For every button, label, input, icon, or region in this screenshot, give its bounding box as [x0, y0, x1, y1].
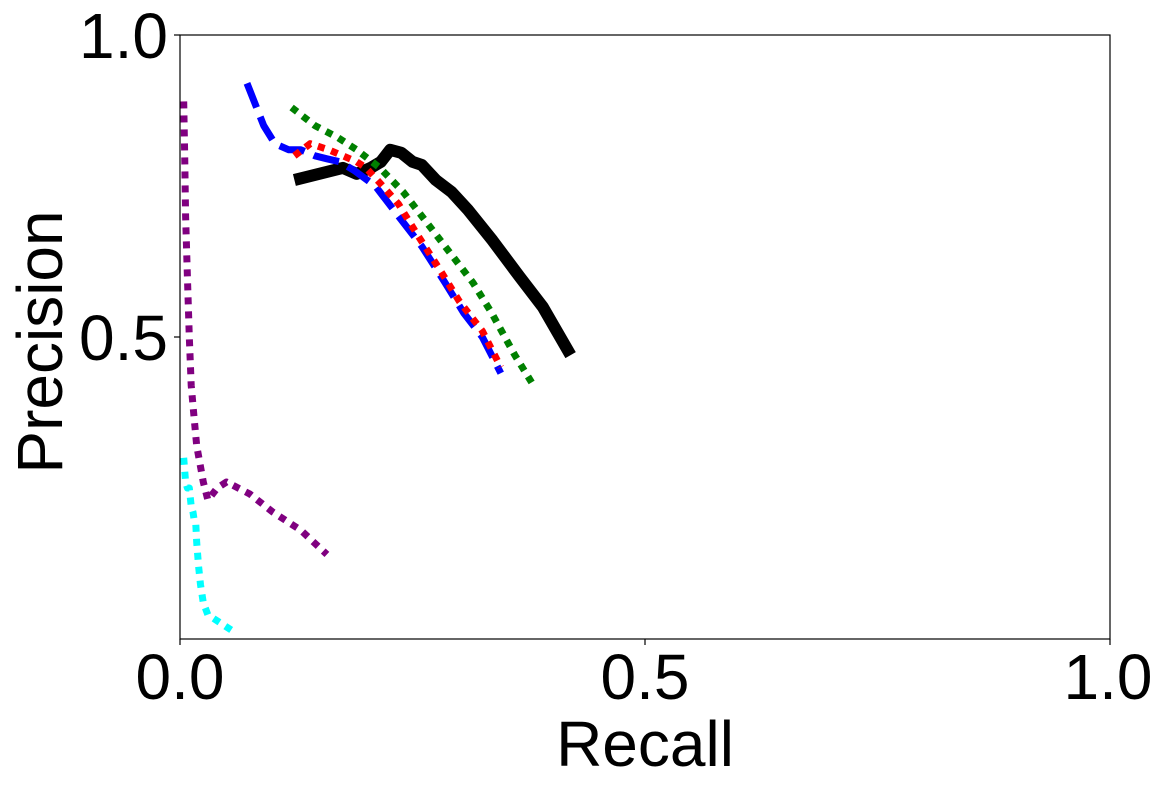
series-line-4: [289, 104, 537, 388]
x-tick-label-2: 0.5: [601, 641, 690, 713]
x-axis-label: Recall: [556, 708, 734, 780]
series-line-2: [243, 82, 504, 375]
x-tick-label-1: 0.0: [136, 641, 225, 713]
x-tick-label-3: 1.0: [1064, 641, 1153, 713]
tick-layer: 0.0 0.5 1.0 0.5 1.0: [79, 0, 1152, 713]
series-layer: [180, 82, 576, 636]
series-line-5: [180, 101, 330, 557]
series-line-6: [180, 457, 238, 636]
y-tick-label-2: 1.0: [79, 0, 168, 72]
y-axis-label: Precision: [4, 210, 76, 473]
y-tick-label-1: 0.5: [79, 302, 168, 374]
series-line-1: [292, 143, 576, 359]
series-line-3: [292, 140, 504, 369]
